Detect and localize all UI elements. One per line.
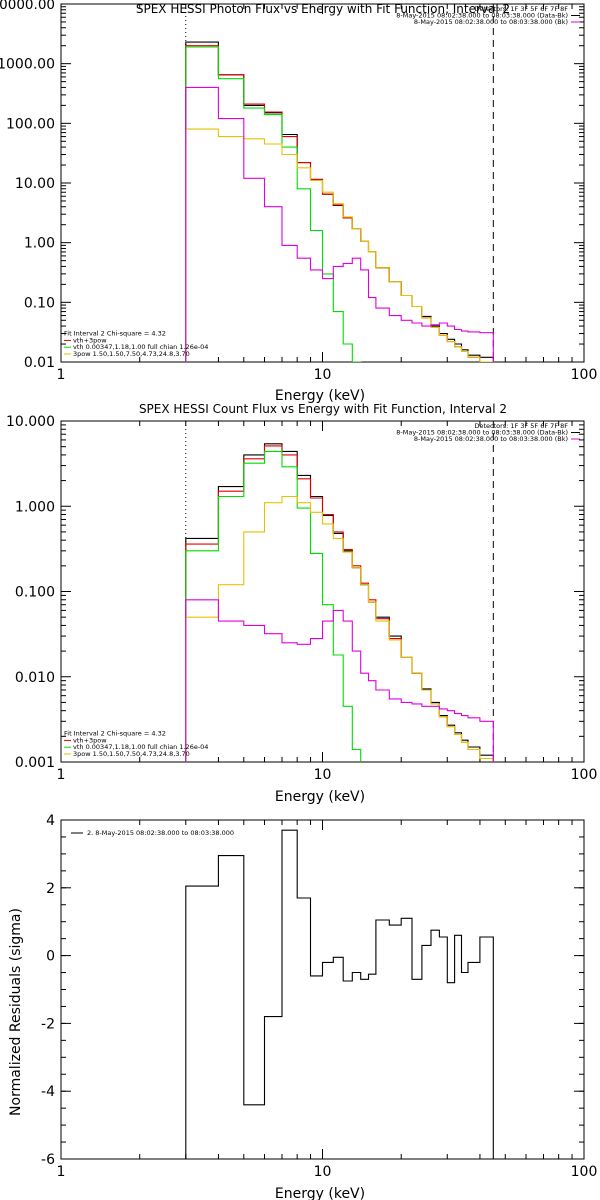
count-flux-title: SPEX HESSI Count Flux vs Energy with Fit…: [139, 402, 507, 416]
count-flux-legend-label: vth+3pow: [73, 736, 107, 744]
residuals-ytick-label: -4: [41, 1084, 55, 1100]
residuals-xtick-label: 100: [571, 1164, 598, 1180]
residuals-xtick-label: 1: [57, 1164, 66, 1180]
count-flux-ytick-label: 0.010: [15, 670, 55, 686]
residuals-ytick-label: -2: [41, 1016, 55, 1032]
residuals-panel: Energy (keV) Normalized Residuals (sigma…: [8, 813, 597, 1200]
photon-flux-legend-label: vth 0.00347,1.18,1.00 full chian 1.26e-0…: [73, 343, 208, 351]
residuals-series-0: [185, 829, 494, 1159]
count-flux-ytick-label: 1.000: [15, 499, 55, 515]
photon-flux-header-text: 8-May-2015 08:02:38.000 to 08:03:38.000 …: [396, 12, 568, 20]
residuals-ylabel: Normalized Residuals (sigma): [8, 908, 24, 1116]
residuals-ytick-label: 2: [46, 881, 55, 897]
photon-flux-ytick-label: 0.01: [24, 355, 55, 371]
photon-flux-series-group: [185, 41, 494, 362]
count-flux-legend-label: 3pow 1.50,1.50,7.50,4.73,24.8,3.70: [73, 750, 190, 758]
count-flux-header-text: Detectors: 1F 3F 5F 6F 7F 8F: [474, 422, 568, 430]
residuals-xtick-label: 10: [314, 1164, 332, 1180]
photon-flux-ytick-label: 100.00: [6, 116, 55, 132]
count-flux-series-group: [185, 443, 506, 762]
photon-flux-ytick-label: 0.10: [24, 295, 55, 311]
residuals-xlabel: Energy (keV): [275, 1186, 365, 1200]
photon-flux-series-1: [185, 45, 494, 362]
photon-flux-xlabel: Energy (keV): [275, 388, 365, 404]
photon-flux-header-text: Detectors: 1F 3F 5F 6F 7F 8F: [474, 5, 568, 13]
residuals-series-group: [185, 829, 494, 1159]
count-flux-ytick-label: 10.000: [6, 414, 55, 430]
count-flux-ytick-label: 0.100: [15, 585, 55, 601]
count-flux-xlabel: Energy (keV): [275, 789, 365, 805]
photon-flux-header-text: 8-May-2015 08:02:38.000 to 08:03:38.000 …: [414, 18, 568, 26]
count-flux-panel: SPEX HESSI Count Flux vs Energy with Fit…: [6, 402, 597, 805]
count-flux-series-0: [185, 443, 506, 762]
count-flux-header-text: 8-May-2015 08:02:38.000 to 08:03:38.000 …: [414, 435, 568, 443]
count-flux-header-text: 8-May-2015 08:02:38.000 to 08:03:38.000 …: [396, 429, 568, 437]
count-flux-legend-header: Fit Interval 2 Chi-square = 4.32: [64, 730, 166, 738]
residuals-plot-frame: [60, 819, 585, 1160]
count-flux-series-2: [185, 450, 362, 762]
residuals-ytick-label: -6: [41, 1152, 55, 1168]
count-flux-series-3: [185, 495, 494, 762]
photon-flux-ytick-label: 1000.00: [0, 57, 55, 73]
photon-flux-ytick-label: 1.00: [24, 236, 55, 252]
photon-flux-xtick-label: 1: [57, 367, 66, 383]
count-flux-xtick-label: 10: [314, 767, 332, 783]
photon-flux-ytick-label: 10.00: [15, 176, 55, 192]
photon-flux-ytick-label: 10000.00: [0, 0, 55, 13]
residuals-legend-label: 2. 8-May-2015 08:02:38.000 to 08:03:38.0…: [87, 829, 234, 837]
residuals-ytick-label: 4: [46, 813, 55, 829]
count-flux-xtick-label: 100: [571, 767, 598, 783]
photon-flux-series-4: [185, 86, 494, 362]
count-flux-series-4: [185, 599, 494, 762]
photon-flux-xtick-label: 100: [571, 367, 598, 383]
photon-flux-legend-header: Fit Interval 2 Chi-square = 4.32: [64, 330, 166, 338]
photon-flux-legend-label: 3pow 1.50,1.50,7.50,4.73,24.8,3.70: [73, 350, 190, 358]
photon-flux-xtick-label: 10: [314, 367, 332, 383]
photon-flux-series-2: [185, 46, 362, 362]
residuals-ytick-label: 0: [46, 949, 55, 965]
count-flux-ytick-label: 0.001: [15, 755, 55, 771]
photon-flux-legend-label: vth+3pow: [73, 336, 107, 344]
count-flux-series-1: [185, 445, 494, 762]
photon-flux-panel: SPEX HESSI Photon Flux vs Energy with Fi…: [0, 0, 597, 404]
count-flux-xtick-label: 1: [57, 767, 66, 783]
count-flux-legend-label: vth 0.00347,1.18,1.00 full chian 1.26e-0…: [73, 743, 208, 751]
photon-flux-series-3: [185, 128, 494, 362]
